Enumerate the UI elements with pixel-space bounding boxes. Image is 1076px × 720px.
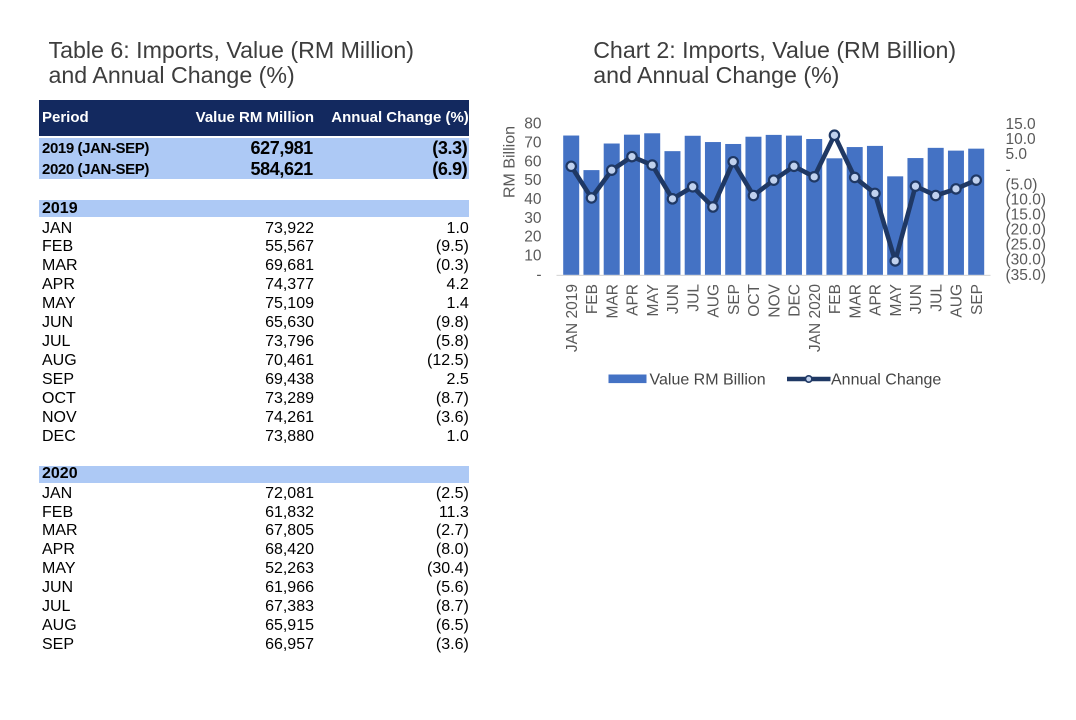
svg-text:-: - xyxy=(1006,161,1011,178)
svg-text:APR: APR xyxy=(625,284,642,316)
svg-text:30: 30 xyxy=(524,210,542,227)
svg-text:(20.0): (20.0) xyxy=(1006,222,1047,239)
svg-text:AUG: AUG xyxy=(706,284,723,318)
svg-text:APR: APR xyxy=(868,284,885,316)
svg-text:FEB: FEB xyxy=(584,284,601,314)
svg-text:10.0: 10.0 xyxy=(1006,131,1037,148)
svg-text:MAR: MAR xyxy=(604,284,621,318)
svg-text:JUN: JUN xyxy=(908,284,925,314)
svg-text:(25.0): (25.0) xyxy=(1006,237,1047,254)
svg-text:(30.0): (30.0) xyxy=(1006,252,1047,269)
svg-text:40: 40 xyxy=(524,191,542,208)
svg-text:Annual Change: Annual Change xyxy=(831,372,941,389)
svg-text:DEC: DEC xyxy=(787,284,804,317)
svg-text:(5.0): (5.0) xyxy=(1006,176,1038,193)
svg-text:JUN: JUN xyxy=(665,284,682,314)
svg-text:MAY: MAY xyxy=(888,284,905,316)
svg-text:15.0: 15.0 xyxy=(1006,116,1037,133)
svg-text:MAY: MAY xyxy=(645,284,662,316)
svg-text:JUL: JUL xyxy=(685,284,702,312)
svg-text:FEB: FEB xyxy=(827,284,844,314)
svg-text:70: 70 xyxy=(524,134,542,151)
svg-text:JUL: JUL xyxy=(928,284,945,312)
svg-text:5.0: 5.0 xyxy=(1006,146,1028,163)
svg-text:SEP: SEP xyxy=(726,284,743,315)
svg-text:(10.0): (10.0) xyxy=(1006,191,1047,208)
svg-text:20: 20 xyxy=(524,229,542,246)
svg-text:-: - xyxy=(536,266,541,283)
svg-text:10: 10 xyxy=(524,248,542,265)
svg-text:NOV: NOV xyxy=(766,283,783,317)
svg-text:JAN 2019: JAN 2019 xyxy=(564,284,581,352)
svg-text:(15.0): (15.0) xyxy=(1006,207,1047,224)
svg-text:(35.0): (35.0) xyxy=(1006,267,1047,284)
svg-text:MAR: MAR xyxy=(847,284,864,318)
svg-text:AUG: AUG xyxy=(949,284,966,318)
svg-text:60: 60 xyxy=(524,153,542,170)
svg-text:SEP: SEP xyxy=(969,284,986,315)
svg-text:Value RM Billion: Value RM Billion xyxy=(650,372,766,389)
svg-text:RM Billion: RM Billion xyxy=(502,126,519,198)
svg-text:JAN 2020: JAN 2020 xyxy=(807,284,824,352)
svg-text:80: 80 xyxy=(524,116,542,133)
svg-text:50: 50 xyxy=(524,172,542,189)
svg-text:OCT: OCT xyxy=(746,283,763,316)
